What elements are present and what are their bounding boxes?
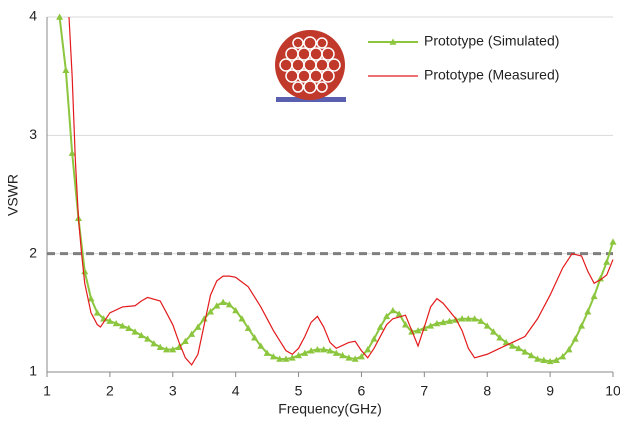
y-tick-label: 4 bbox=[29, 8, 37, 24]
chart: Frequency(GHz) VSWR 1 2 3 4 1 2 3 4 5 6 7 8 9 10 Proto… bbox=[0, 0, 620, 421]
marker bbox=[584, 308, 591, 314]
x-tick-label: 5 bbox=[295, 383, 303, 399]
y-tick-label: 3 bbox=[29, 126, 37, 142]
legend-label: Prototype (Simulated) bbox=[424, 33, 559, 49]
marker bbox=[81, 268, 88, 274]
page: {"chart_data": {"type": "line", "x_label… bbox=[0, 0, 620, 421]
y-tick-label: 2 bbox=[29, 244, 37, 260]
marker bbox=[603, 258, 610, 264]
x-tick-label: 6 bbox=[358, 383, 366, 399]
y-tick-label: 1 bbox=[29, 363, 37, 379]
x-tick-label: 2 bbox=[106, 383, 114, 399]
x-tick-label: 10 bbox=[605, 383, 620, 399]
x-tick-label: 8 bbox=[483, 383, 491, 399]
x-axis-label: Frequency(GHz) bbox=[278, 401, 381, 417]
y-axis-label: VSWR bbox=[5, 174, 21, 216]
x-tick-label: 1 bbox=[43, 383, 51, 399]
marker bbox=[62, 67, 69, 73]
legend-label: Prototype (Measured) bbox=[424, 67, 559, 83]
x-tick-label: 4 bbox=[232, 383, 240, 399]
x-tick-label: 3 bbox=[169, 383, 177, 399]
marker bbox=[591, 293, 598, 299]
marker bbox=[578, 322, 585, 328]
marker bbox=[389, 307, 396, 313]
marker bbox=[94, 309, 101, 315]
x-tick-label: 7 bbox=[420, 383, 428, 399]
marker bbox=[572, 335, 579, 341]
marker bbox=[220, 299, 227, 305]
marker bbox=[610, 238, 617, 244]
x-tick-label: 9 bbox=[546, 383, 554, 399]
cable-icon bbox=[275, 30, 346, 102]
